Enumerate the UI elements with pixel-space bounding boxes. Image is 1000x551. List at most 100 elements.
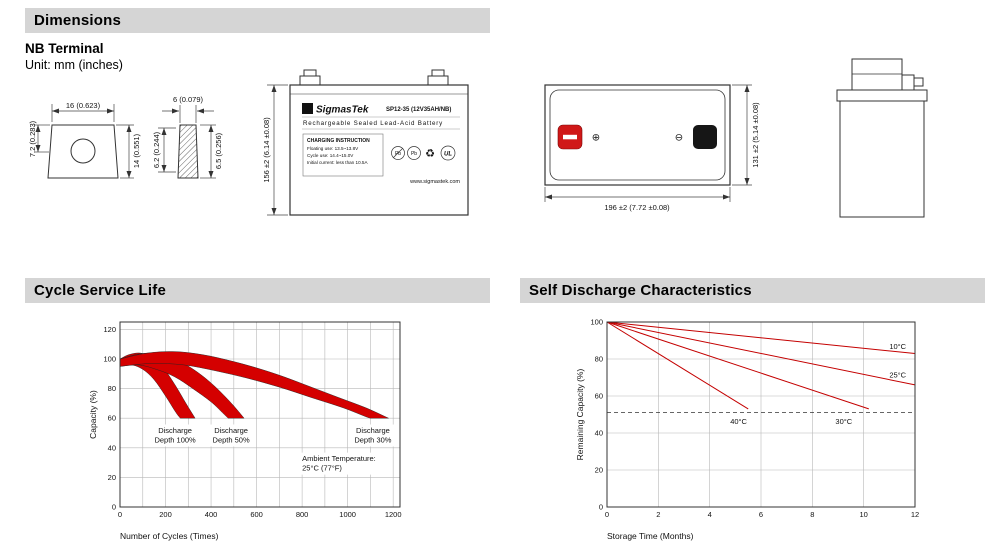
brand-logo-mark [302, 103, 313, 114]
y-tick-label: 40 [595, 429, 603, 438]
battery-width-dim: 131 ±2 (5.14 ±0.08) [751, 102, 760, 168]
battery-type-subtitle: Rechargeable Sealed Lead-Acid Battery [303, 120, 443, 127]
self-discharge-title: Self Discharge Characteristics [529, 282, 752, 299]
side-terminal-bracket [851, 58, 903, 91]
cycle-service-life-header: Cycle Service Life [25, 278, 490, 303]
terminal-side-width-dim: 6 (0.079) [173, 95, 204, 104]
discharge-line [606, 321, 869, 410]
x-axis-label: Storage Time (Months) [607, 531, 694, 541]
x-tick-label: 6 [759, 510, 763, 519]
annotation-text: Discharge [356, 426, 390, 435]
terminal-front-width-dim: 16 (0.623) [66, 101, 101, 110]
positive-polarity-symbol: ⊕ [592, 133, 600, 144]
terminal-side-drawing: 6 (0.079) 6.2 (0.244) 6.5 (0.256) [152, 95, 223, 179]
terminal-front-left-dim: 7.2 (0.283) [28, 120, 37, 157]
y-tick-label: 120 [103, 325, 116, 334]
charging-line-3: Initial current: less than 10.5A [307, 160, 368, 165]
cycle-service-life-chart: 0 200 400 600 800 1000 1200 0 20 40 60 80 100 120 Numb… [88, 321, 402, 541]
annotation-box [208, 424, 254, 447]
terminal-front-drawing: 16 (0.623) 7.2 (0.283) 14 (0.551) [28, 101, 141, 179]
annotation-box [350, 424, 396, 447]
ul-label: UL [444, 152, 452, 158]
y-tick-label: 60 [595, 392, 603, 401]
pb-crossed-icon [391, 146, 405, 160]
negative-polarity-symbol: ⊖ [675, 133, 683, 144]
ul-icon [440, 145, 456, 161]
annotation-text: Discharge [214, 426, 248, 435]
battery-height-dim: 156 ±2 (6.14 ±0.08) [262, 117, 271, 183]
negative-terminal-black [693, 125, 717, 149]
y-axis-label: Capacity (%) [88, 390, 98, 439]
charging-line-2: Cycle use: 14.4~15.0V [307, 153, 354, 158]
annotation-text: Depth 50% [213, 436, 250, 445]
annotation-text: 40°C [730, 417, 747, 426]
side-terminal-pin [913, 77, 924, 87]
terminal-side-shape [177, 124, 199, 179]
capacity-band [119, 352, 196, 419]
brand-logo-glyph: Σ [305, 104, 310, 114]
y-tick-label: 80 [595, 355, 603, 364]
y-tick-label: 0 [112, 503, 116, 512]
annotation-text: Depth 100% [154, 436, 196, 445]
annotation-text: 25°C [889, 371, 906, 380]
y-tick-label: 20 [595, 466, 603, 475]
y-tick-label: 80 [108, 384, 116, 393]
x-tick-label: 1000 [339, 510, 356, 519]
y-axis-label: Remaining Capacity (%) [575, 369, 585, 461]
nb-terminal-subtitle: NB Terminal [25, 41, 104, 56]
cycle-service-life-title: Cycle Service Life [34, 282, 167, 299]
y-tick-label: 60 [108, 414, 116, 423]
discharge-line [606, 321, 916, 354]
battery-case-front [289, 84, 469, 216]
side-lid-flange [836, 89, 928, 102]
discharge-line [606, 321, 749, 410]
y-tick-label: 20 [108, 473, 116, 482]
charging-instruction-box [302, 133, 384, 177]
annotation-box [150, 424, 200, 447]
battery-top-dimension-lines [544, 84, 752, 202]
terminal-front-height-dim: 14 (0.551) [132, 133, 141, 168]
annotation-text: Ambient Temperature: [302, 454, 376, 463]
website-text: www.sigmastek.com [409, 179, 460, 185]
battery-side-shapes [836, 58, 928, 218]
pb-crossed-label: Pb [395, 151, 401, 157]
battery-case-side [839, 100, 925, 218]
annotation-box [299, 452, 392, 475]
terminal-side-dimension-lines [158, 105, 216, 179]
pb-icon [407, 146, 421, 160]
charging-line-1: Floating use: 13.5~13.8V [307, 146, 359, 151]
self-discharge-chart: 0 2 4 6 8 10 12 0 20 40 60 80 100 Storage Time (Month… [575, 318, 919, 542]
self-discharge-header: Self Discharge Characteristics [520, 278, 985, 303]
dimensions-section-header: Dimensions [25, 8, 490, 33]
battery-length-dim: 196 ±2 (7.72 ±0.08) [604, 203, 670, 212]
x-axis-label: Number of Cycles (Times) [120, 531, 219, 541]
y-tick-label: 0 [599, 503, 603, 512]
terminal-side-right-dim: 6.5 (0.256) [214, 132, 223, 169]
x-tick-label: 800 [296, 510, 309, 519]
x-tick-label: 10 [859, 510, 867, 519]
battery-top-view-drawing: ⊕ ⊖ 196 ±2 (7.72 ±0.08) 131 ±2 (5.14 ±0.… [544, 84, 760, 212]
brand-name: SigmasTek [316, 105, 369, 116]
x-tick-label: 400 [205, 510, 218, 519]
y-tick-label: 100 [103, 355, 116, 364]
certification-icons [391, 145, 456, 161]
unit-note: Unit: mm (inches) [25, 58, 123, 72]
x-tick-label: 8 [810, 510, 814, 519]
annotation-text: 25°C (77°F) [302, 464, 342, 473]
battery-front-view-drawing: 156 ±2 (6.14 ±0.08) Σ SigmasTek SP12-35 … [262, 69, 469, 216]
y-tick-label: 100 [590, 318, 603, 327]
x-tick-label: 200 [159, 510, 172, 519]
battery-lid-inner-edge [549, 89, 726, 181]
x-tick-label: 0 [118, 510, 122, 519]
discharge-line [606, 321, 916, 386]
x-tick-label: 12 [911, 510, 919, 519]
terminal-side-left-dim: 6.2 (0.244) [152, 131, 161, 168]
annotation-text: Discharge [158, 426, 192, 435]
annotation-text: 30°C [835, 417, 852, 426]
pb-label: Pb [411, 151, 417, 157]
terminal-front-dimension-lines [34, 104, 134, 179]
x-tick-label: 2 [656, 510, 660, 519]
plot-border [119, 321, 401, 508]
plot-border [606, 321, 916, 508]
